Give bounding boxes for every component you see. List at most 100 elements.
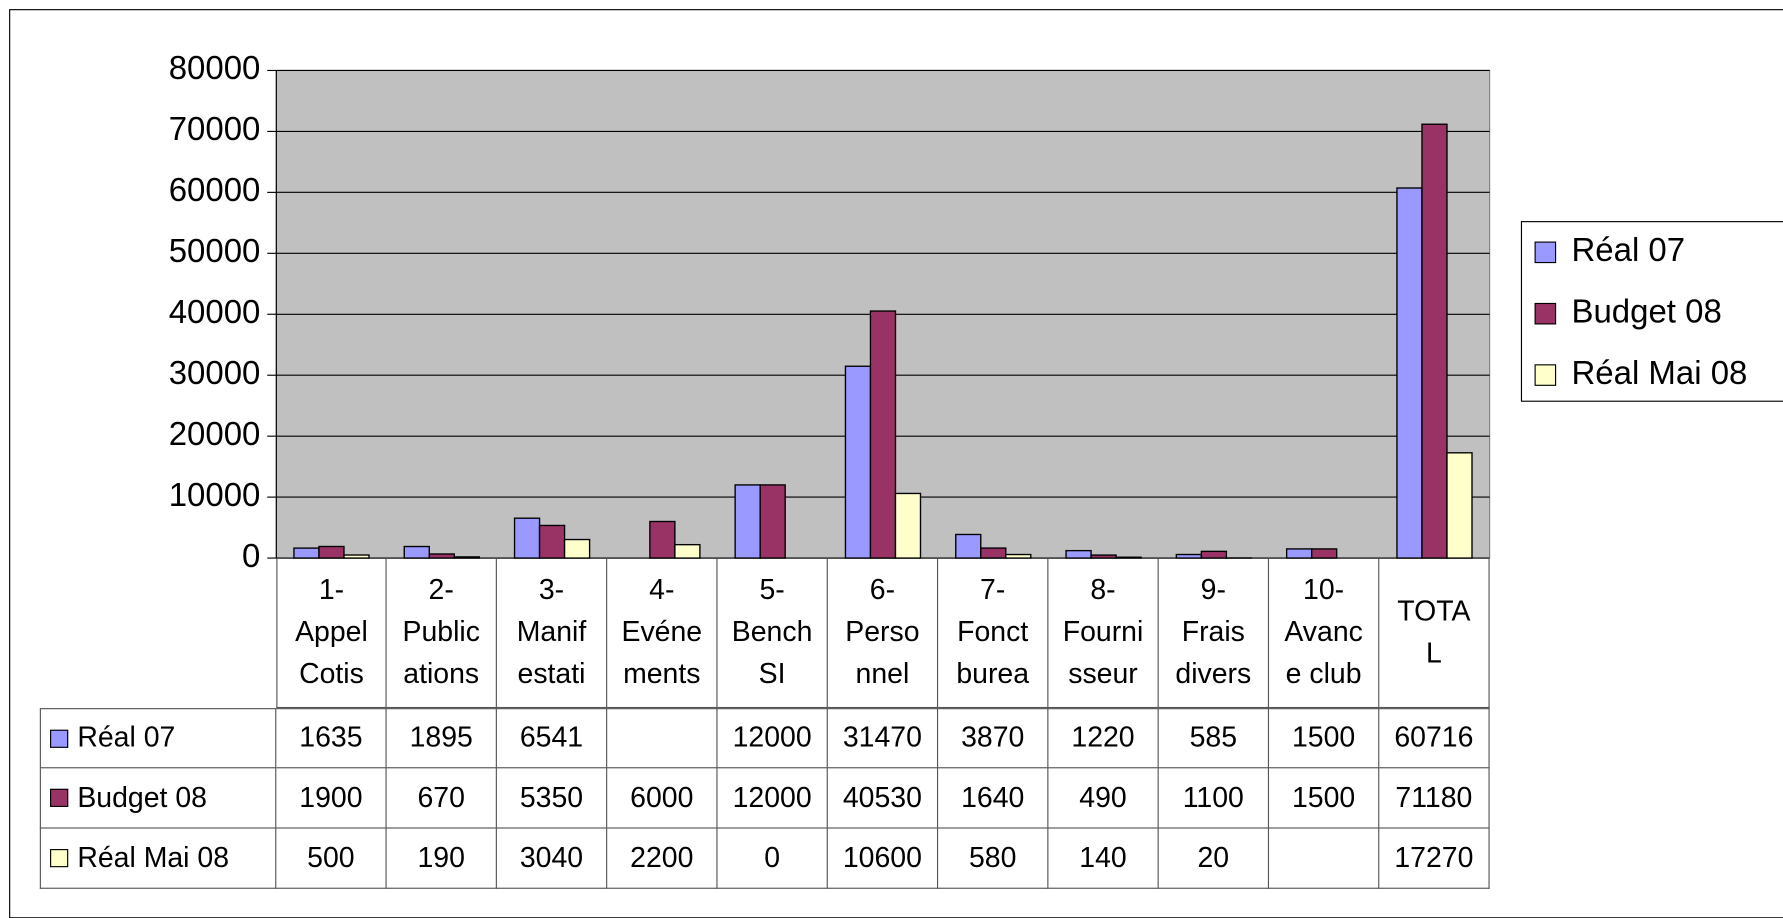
bar <box>515 518 540 558</box>
table-value: 580 <box>938 829 1048 889</box>
table-value: 1100 <box>1159 768 1269 828</box>
y-tick-label: 80000 <box>169 49 261 86</box>
legend-label: Réal Mai 08 <box>1571 354 1747 391</box>
category-label-text: 4- Evéne ments <box>621 569 702 695</box>
table-value: 1500 <box>1269 768 1379 828</box>
table-value: 12000 <box>718 768 828 828</box>
table-value-text: 580 <box>969 837 1016 879</box>
table-value: 17270 <box>1379 829 1489 889</box>
legend-row-label: Budget 08 <box>40 768 277 828</box>
bar <box>675 545 700 558</box>
bar <box>319 546 344 558</box>
legend-key <box>1535 365 1555 385</box>
category-label-text: 8- Fourni sseur <box>1063 569 1144 695</box>
category-label: 5- Bench SI <box>718 558 828 708</box>
legend-label: Budget 08 <box>1571 292 1721 329</box>
table-value-text: 500 <box>307 837 354 879</box>
table-value: 6000 <box>607 768 717 828</box>
bar <box>294 548 319 558</box>
table-value-text: 190 <box>417 837 464 879</box>
legend-key <box>1535 242 1555 262</box>
category-label: 1- Appel Cotis <box>276 558 386 708</box>
table-value: 1635 <box>276 708 386 768</box>
y-tick-label: 50000 <box>169 232 261 269</box>
category-label: 4- Evéne ments <box>607 558 717 708</box>
category-label: 2- Public ations <box>387 558 497 708</box>
bar <box>981 548 1006 558</box>
table-value: 1640 <box>938 768 1048 828</box>
bar <box>540 525 565 558</box>
category-label-text: 7- Fonct burea <box>956 569 1029 695</box>
bar <box>1287 549 1312 558</box>
bar <box>1447 453 1472 558</box>
legend-key <box>50 729 68 747</box>
table-value-text: 10600 <box>843 837 922 879</box>
table-value: 40530 <box>828 768 938 828</box>
table-value-text: 3040 <box>520 837 583 879</box>
table-value: 31470 <box>828 708 938 768</box>
category-label: 7- Fonct burea <box>938 558 1048 708</box>
category-label-text: 10- Avanc e club <box>1284 569 1362 695</box>
legend-key <box>50 789 68 807</box>
category-label: 10- Avanc e club <box>1269 558 1379 708</box>
category-label: 3- Manif estati <box>497 558 607 708</box>
category-label-text: TOTA L <box>1397 590 1470 674</box>
bar <box>1422 124 1447 558</box>
category-label-text: 3- Manif estati <box>517 569 587 695</box>
table-value-text: 1640 <box>961 777 1024 819</box>
bar <box>565 540 590 559</box>
table-value-text: 5350 <box>520 777 583 819</box>
category-label-text: 5- Bench SI <box>732 569 813 695</box>
table-value: 0 <box>718 829 828 889</box>
table-value-text: 17270 <box>1394 837 1473 879</box>
table-value-text: 1635 <box>299 717 362 759</box>
table-value: 1220 <box>1048 708 1158 768</box>
table-value-text: 6541 <box>520 717 583 759</box>
category-label-text: 1- Appel Cotis <box>295 569 368 695</box>
legend-key <box>50 849 68 867</box>
legend-row-label: Réal 07 <box>40 708 277 768</box>
bar <box>1312 549 1337 558</box>
legend-key <box>1535 303 1555 323</box>
category-label: 8- Fourni sseur <box>1048 558 1158 708</box>
table-value <box>607 708 717 768</box>
category-label-text: 6- Perso nnel <box>845 569 919 695</box>
category-label-text: 2- Public ations <box>402 569 479 695</box>
series-name: Réal Mai 08 <box>77 837 229 879</box>
table-value-text: 670 <box>417 777 464 819</box>
table-value: 190 <box>387 829 497 889</box>
bar <box>845 366 870 558</box>
y-tick-label: 10000 <box>169 476 261 513</box>
table-value: 71180 <box>1379 768 1489 828</box>
bar <box>404 547 429 559</box>
category-label-text: 9- Frais divers <box>1175 569 1251 695</box>
bar <box>870 311 895 558</box>
bar <box>1066 551 1091 558</box>
table-value: 5350 <box>497 768 607 828</box>
table-value: 6541 <box>497 708 607 768</box>
table-value-text: 585 <box>1190 717 1237 759</box>
y-tick-label: 20000 <box>169 415 261 452</box>
legend-row-label: Réal Mai 08 <box>40 829 277 889</box>
bar <box>735 485 760 558</box>
bar <box>1397 188 1422 558</box>
table-value: 585 <box>1159 708 1269 768</box>
table-value: 1895 <box>387 708 497 768</box>
table-value: 12000 <box>718 708 828 768</box>
y-tick-label: 70000 <box>169 110 261 147</box>
y-tick-label: 0 <box>242 537 260 574</box>
table-value: 140 <box>1048 829 1158 889</box>
table-value: 3040 <box>497 829 607 889</box>
table-value: 500 <box>276 829 386 889</box>
table-value: 490 <box>1048 768 1158 828</box>
bar <box>895 493 920 558</box>
y-tick-label: 30000 <box>169 354 261 391</box>
series-name: Budget 08 <box>77 777 207 819</box>
category-label: 6- Perso nnel <box>828 558 938 708</box>
table-value-text: 40530 <box>843 777 922 819</box>
table-value-text: 2200 <box>630 837 693 879</box>
legend-label: Réal 07 <box>1571 231 1685 268</box>
series-name: Réal 07 <box>77 717 175 759</box>
